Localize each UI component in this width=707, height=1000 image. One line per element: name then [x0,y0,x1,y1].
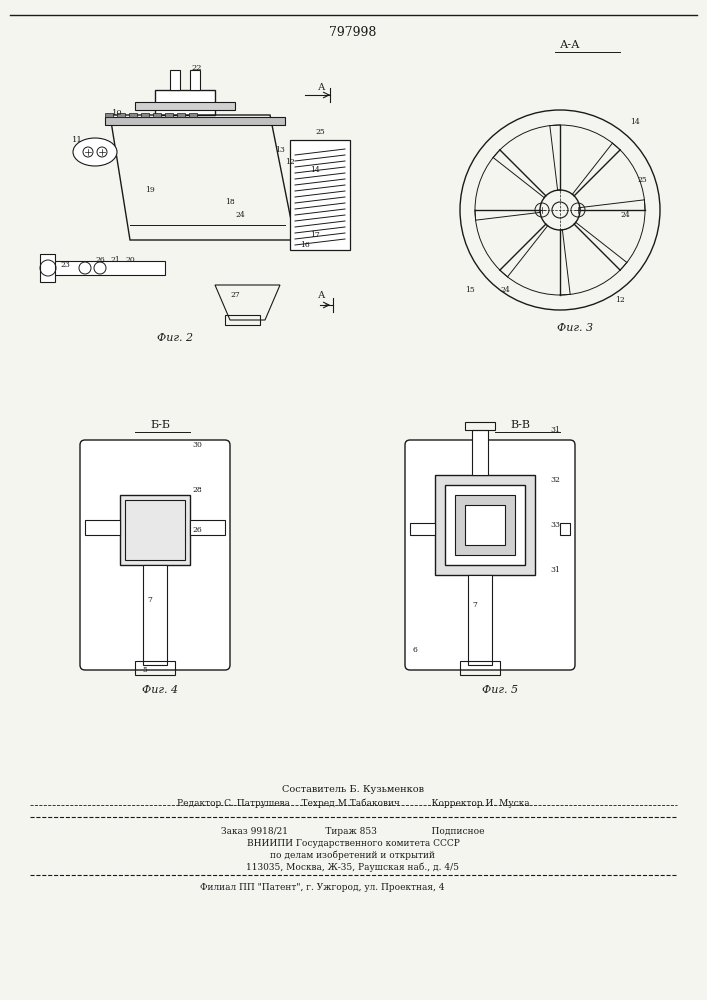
Bar [153,113,161,117]
Bar [465,422,495,430]
Text: 13: 13 [275,146,285,154]
Text: 27: 27 [230,291,240,299]
Text: 24: 24 [235,211,245,219]
Text: 16: 16 [300,241,310,249]
Text: Редактор С. Патрушева    Техред М.Табакович           Корректор И. Муска: Редактор С. Патрушева Техред М.Табакович… [177,798,530,808]
Bar [465,505,505,545]
Text: Фиг. 4: Фиг. 4 [142,685,178,695]
Text: Филиал ПП "Патент", г. Ужгород, ул. Проектная, 4: Филиал ПП "Патент", г. Ужгород, ул. Прое… [200,884,445,892]
Text: 33: 33 [550,521,560,529]
Text: А: А [318,84,325,93]
Bar [190,520,225,535]
Text: 17: 17 [310,231,320,239]
Text: 7: 7 [148,596,153,604]
Text: 24: 24 [500,286,510,294]
Bar [143,565,167,665]
Text: 12: 12 [285,158,295,166]
Bar [155,90,215,115]
Bar [170,70,180,90]
Text: 23: 23 [60,261,70,269]
Text: Б-Б: Б-Б [150,420,170,430]
Bar [435,475,535,575]
Text: А-А: А-А [560,40,580,50]
Bar [105,117,285,125]
Bar [190,70,200,90]
FancyBboxPatch shape [405,440,575,670]
Text: 6: 6 [413,646,417,654]
Text: 11: 11 [71,136,83,144]
Text: 26: 26 [95,256,105,264]
Text: А: А [318,290,326,300]
Bar [468,575,492,665]
Bar [455,495,515,555]
Text: Составитель Б. Кузьменков: Составитель Б. Кузьменков [282,786,424,794]
Text: 31: 31 [550,566,560,574]
Text: Заказ 9918/21             Тираж 853                   Подписное: Заказ 9918/21 Тираж 853 Подписное [221,826,485,836]
Text: 19: 19 [145,186,155,194]
Text: Фиг. 5: Фиг. 5 [482,685,518,695]
Bar [472,430,488,475]
Text: 22: 22 [192,64,202,72]
Bar [129,113,137,117]
Text: 797998: 797998 [329,25,377,38]
Text: 14: 14 [630,118,640,126]
Bar [40,254,55,282]
Text: 18: 18 [225,198,235,206]
Bar [45,261,165,275]
Text: 31: 31 [550,426,560,434]
Bar [445,485,525,565]
Bar [85,520,120,535]
Text: 28: 28 [192,486,202,494]
Text: 113035, Москва, Ж-35, Раушская наб., д. 4/5: 113035, Москва, Ж-35, Раушская наб., д. … [247,862,460,872]
Bar [135,661,175,675]
Text: 12: 12 [615,296,625,304]
Text: В-В: В-В [510,420,530,430]
Bar [290,140,350,250]
Text: 26: 26 [192,526,202,534]
Bar [410,523,435,535]
Bar [225,315,260,325]
Text: Фиг. 2: Фиг. 2 [157,333,193,343]
Text: 30: 30 [192,441,202,449]
Text: 15: 15 [465,286,475,294]
Text: 21: 21 [110,256,120,264]
Text: 7: 7 [472,601,477,609]
Text: 5: 5 [143,666,148,674]
Bar [560,523,570,535]
Text: 20: 20 [125,256,135,264]
Ellipse shape [73,138,117,166]
Text: 25: 25 [315,128,325,136]
Bar [117,113,125,117]
Bar [141,113,149,117]
Bar [177,113,185,117]
Text: 10: 10 [112,109,122,117]
Text: 24: 24 [620,211,630,219]
Bar [189,113,197,117]
Text: 32: 32 [550,476,560,484]
Text: 14: 14 [310,166,320,174]
Bar [165,113,173,117]
Text: 25: 25 [637,176,647,184]
FancyBboxPatch shape [80,440,230,670]
Bar [125,500,185,560]
Text: ВНИИПИ Государственного комитета СССР: ВНИИПИ Государственного комитета СССР [247,838,460,848]
Text: Фиг. 3: Фиг. 3 [557,323,593,333]
Bar [460,661,500,675]
Bar [105,113,113,117]
Bar [120,495,190,565]
Bar [135,102,235,110]
Text: по делам изобретений и открытий: по делам изобретений и открытий [271,850,436,860]
